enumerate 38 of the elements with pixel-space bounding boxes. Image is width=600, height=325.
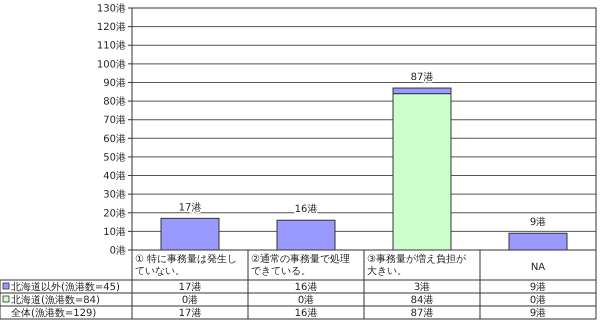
- y-tick-label: 100港: [96, 58, 126, 70]
- text: 16港: [294, 308, 318, 319]
- data-label: 17港: [178, 281, 202, 293]
- y-tick-label: 70港: [103, 114, 126, 126]
- data-label: 0港: [530, 294, 546, 306]
- x-tick-label: ③事務量が増え負担が大きい。: [367, 253, 467, 277]
- y-tick-label: 90港: [103, 76, 126, 89]
- data-label: 16港: [294, 281, 318, 293]
- legend-label: 北海道以外(漁港数=45): [11, 281, 120, 293]
- y-tick-label: 130港: [96, 2, 126, 14]
- data-label: 0港: [298, 294, 314, 306]
- x-tick-label: ②通常の事務量で処理できている。: [251, 253, 350, 277]
- text: 9港: [530, 308, 546, 319]
- text: 17港: [178, 308, 202, 319]
- y-tick-label: 20港: [103, 207, 126, 220]
- bar: [276, 220, 336, 250]
- total-label: 9港: [530, 216, 546, 228]
- y-tick-label: 50港: [103, 151, 126, 164]
- y-tick-label: 40港: [103, 170, 126, 182]
- y-tick-label: 0港: [110, 244, 126, 256]
- total-label: 87港: [410, 71, 434, 84]
- x-tick-label: ① 特に事務量は発生していない。: [135, 253, 238, 277]
- text: 全体(漁港数=129): [11, 307, 96, 319]
- total-label: 16港: [294, 203, 318, 216]
- legend-label: 北海道(漁港数=84): [11, 294, 100, 306]
- data-label: 3港: [414, 281, 430, 293]
- y-tick-label: 110港: [96, 40, 126, 52]
- y-tick-label: 10港: [103, 226, 126, 238]
- data-label: 84港: [410, 294, 434, 306]
- text: 87港: [410, 308, 434, 319]
- data-label: 9港: [530, 281, 546, 293]
- total-label: 17港: [178, 201, 202, 214]
- x-tick-label: NA: [530, 262, 546, 273]
- y-tick-label: 120港: [96, 21, 126, 34]
- y-tick-label: 60港: [103, 132, 126, 145]
- y-tick-label: 80港: [103, 96, 126, 108]
- data-label: 0港: [182, 294, 198, 306]
- y-tick-label: 30港: [103, 188, 126, 201]
